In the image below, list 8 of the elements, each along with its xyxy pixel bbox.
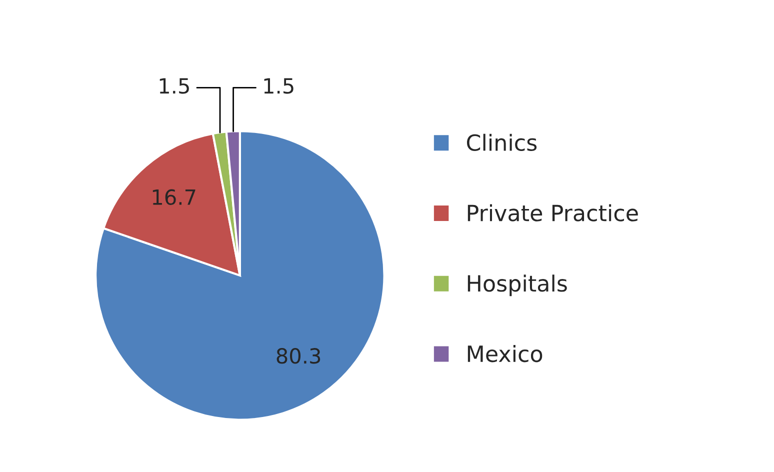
- data-label: 16.7: [152, 189, 196, 206]
- data-label: 1.5: [264, 78, 294, 94]
- data-label: 1.5: [160, 78, 189, 94]
- legend-label: Clinics: [466, 134, 537, 152]
- legend-label: Mexico: [468, 345, 542, 362]
- legend-label: Hospitals: [468, 274, 567, 296]
- data-label: 80.3: [276, 348, 320, 364]
- legend-label: Private Practice: [468, 204, 638, 222]
